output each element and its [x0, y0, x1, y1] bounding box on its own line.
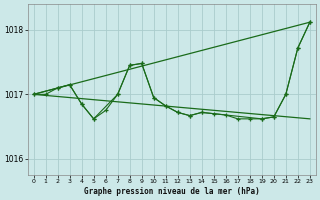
X-axis label: Graphe pression niveau de la mer (hPa): Graphe pression niveau de la mer (hPa): [84, 187, 260, 196]
